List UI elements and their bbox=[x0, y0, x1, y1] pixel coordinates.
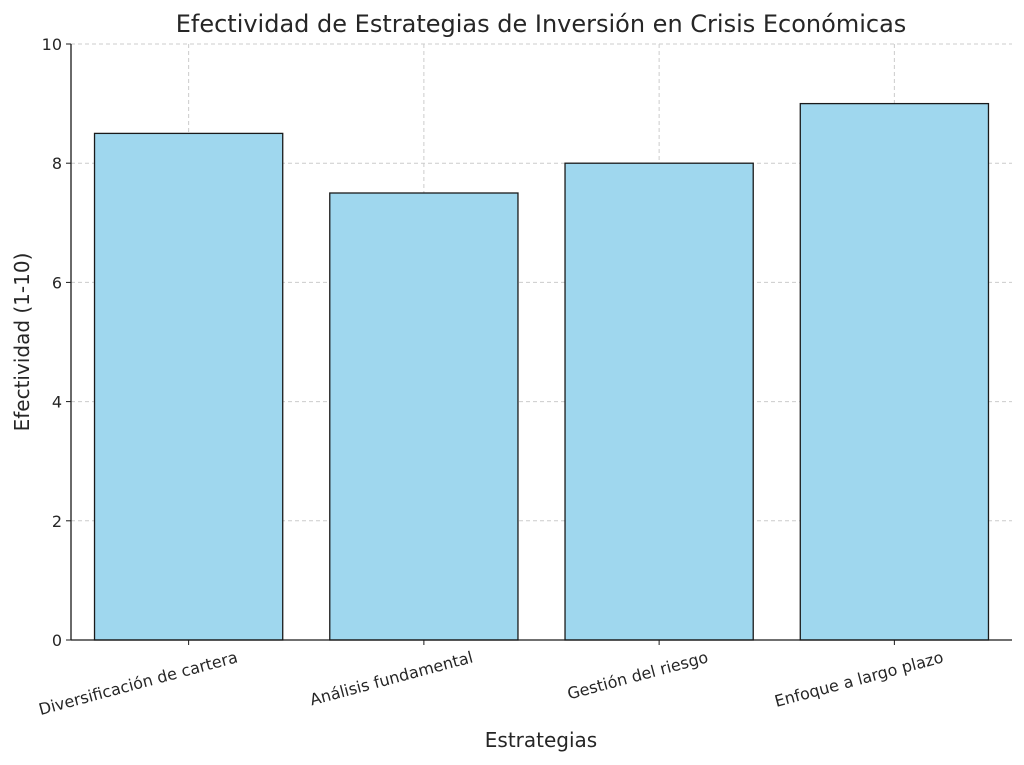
x-tick-label: Enfoque a largo plazo bbox=[772, 648, 945, 711]
x-axis-label: Estrategias bbox=[485, 728, 597, 752]
x-tick-label: Gestión del riesgo bbox=[565, 648, 710, 704]
x-tick-label: Análisis fundamental bbox=[308, 648, 475, 710]
bar bbox=[93, 132, 284, 641]
y-ticks: 0 2 4 6 8 10 bbox=[42, 35, 71, 650]
y-tick-label: 0 bbox=[52, 631, 62, 650]
x-tick-label: Diversificación de cartera bbox=[37, 648, 240, 719]
y-tick-label: 10 bbox=[42, 35, 62, 54]
y-tick-label: 2 bbox=[52, 512, 62, 531]
y-tick-label: 8 bbox=[52, 154, 62, 173]
bar bbox=[329, 192, 519, 641]
chart-title: Efectividad de Estrategias de Inversión … bbox=[176, 10, 907, 38]
bar bbox=[799, 102, 990, 641]
bars bbox=[93, 102, 990, 641]
y-tick-label: 6 bbox=[52, 273, 62, 292]
bar bbox=[564, 162, 754, 641]
x-ticks: Diversificación de cartera Análisis funda… bbox=[37, 640, 945, 719]
y-axis-label: Efectividad (1-10) bbox=[10, 253, 34, 432]
axes bbox=[70, 44, 1012, 641]
y-tick-label: 4 bbox=[52, 393, 62, 412]
